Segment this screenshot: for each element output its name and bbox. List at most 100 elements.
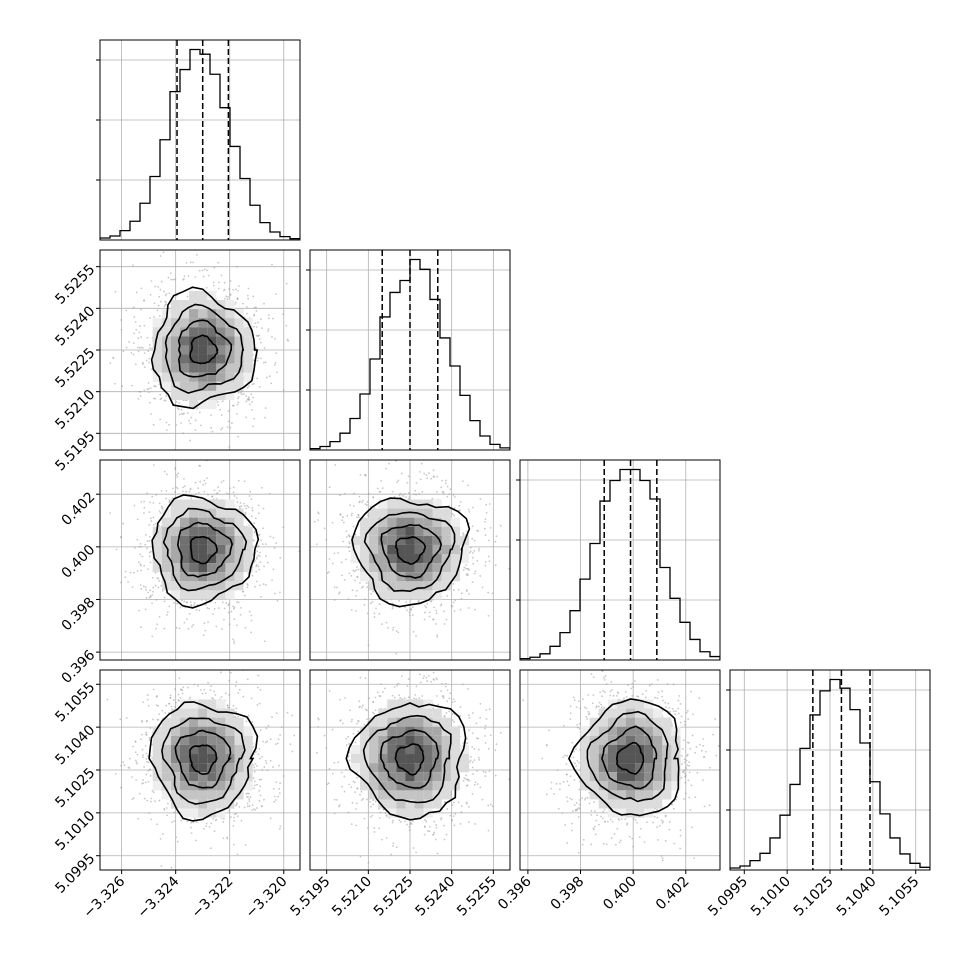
sample-point	[125, 309, 128, 312]
sample-point	[198, 269, 201, 272]
sample-point	[278, 764, 280, 767]
density-cell	[441, 535, 451, 545]
sample-point	[348, 542, 351, 545]
sample-point	[192, 261, 195, 264]
density-cell	[189, 572, 199, 582]
density-cell	[396, 544, 406, 555]
sample-point	[279, 825, 282, 828]
sample-point	[245, 306, 248, 308]
density-cell	[198, 535, 208, 545]
sample-point	[217, 607, 220, 610]
sample-point	[339, 494, 341, 497]
sample-point	[471, 551, 474, 554]
sample-point	[255, 556, 258, 559]
sample-point	[476, 560, 479, 562]
sample-point	[197, 684, 199, 687]
sample-point	[400, 472, 403, 475]
sample-point	[220, 696, 223, 698]
sample-point	[226, 837, 229, 840]
sample-point	[432, 475, 435, 478]
sample-point	[235, 288, 237, 291]
sample-point	[404, 606, 406, 609]
sample-point	[246, 504, 248, 507]
density-cell	[387, 554, 397, 564]
density-cell	[225, 517, 235, 527]
density-cell	[414, 517, 424, 527]
density-cell	[225, 300, 235, 310]
sample-point	[372, 590, 375, 593]
sample-point	[160, 300, 162, 303]
sample-point	[163, 290, 165, 293]
density-cell	[152, 544, 162, 555]
sample-point	[244, 513, 247, 516]
density-cell	[179, 517, 190, 527]
density-cell	[243, 327, 253, 337]
sample-point	[232, 288, 235, 291]
sample-point	[146, 492, 149, 495]
sample-point	[140, 308, 143, 311]
density-cell	[170, 327, 180, 337]
sample-point	[459, 509, 461, 512]
density-cell	[405, 554, 415, 564]
density-cell	[216, 345, 226, 355]
sample-point	[242, 302, 244, 305]
contour-line	[162, 507, 248, 592]
sample-point	[462, 534, 465, 536]
density-cell	[207, 290, 217, 300]
sample-point	[257, 504, 260, 507]
density-cell	[396, 590, 406, 600]
contour-line	[363, 511, 456, 593]
sample-point	[441, 479, 444, 482]
sample-point	[397, 479, 400, 482]
sample-point	[131, 586, 134, 589]
sample-point	[160, 489, 163, 492]
sample-point	[441, 491, 444, 493]
sample-point	[217, 404, 220, 407]
sample-point	[204, 482, 207, 485]
density-cell	[387, 544, 397, 555]
sample-point	[138, 390, 141, 393]
sample-point	[247, 396, 250, 399]
sample-point	[186, 820, 189, 823]
density-cell	[432, 572, 442, 582]
sample-point	[180, 408, 183, 411]
sample-point	[248, 385, 250, 388]
density-cell	[243, 345, 253, 355]
sample-point	[130, 351, 133, 354]
sample-point	[190, 826, 192, 829]
density-cell	[152, 318, 162, 328]
sample-point	[254, 751, 257, 753]
density-cell	[170, 572, 180, 582]
sample-point	[158, 580, 161, 582]
density-cell	[243, 554, 253, 564]
density-cell	[216, 300, 226, 310]
sample-point	[268, 375, 271, 378]
sample-point	[471, 537, 474, 540]
sample-point	[151, 635, 154, 638]
sample-point	[135, 761, 138, 764]
density-cell	[405, 517, 415, 527]
sample-point	[190, 605, 193, 607]
sample-point	[246, 312, 248, 315]
sample-point	[269, 535, 272, 538]
sample-point	[232, 486, 235, 489]
sample-point	[354, 579, 356, 582]
sample-point	[256, 545, 259, 548]
sample-point	[388, 462, 390, 465]
sample-point	[201, 269, 204, 272]
sample-point	[183, 485, 186, 488]
density-cell	[198, 581, 208, 591]
density-cell	[225, 508, 235, 518]
density-cell	[198, 290, 208, 300]
sample-point	[256, 377, 259, 380]
sample-point	[246, 582, 249, 585]
sample-point	[393, 495, 396, 498]
density-cell	[234, 581, 244, 591]
density-cell	[170, 554, 180, 564]
sample-point	[203, 688, 206, 691]
density-cell	[369, 544, 379, 555]
sample-point	[347, 598, 350, 601]
sample-point	[286, 711, 289, 714]
sample-point	[109, 362, 112, 365]
